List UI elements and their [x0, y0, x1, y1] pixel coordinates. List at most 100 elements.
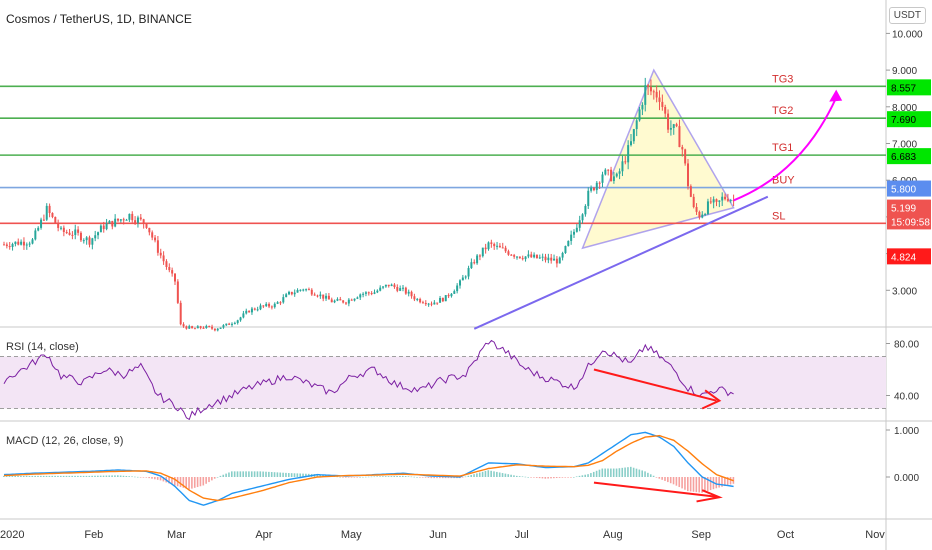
macd-histogram-bar [185, 477, 187, 489]
macd-histogram-bar [293, 473, 296, 477]
candle-body [191, 326, 194, 329]
candle-body [524, 256, 527, 260]
macd-histogram-bar [570, 477, 572, 478]
candle-body [396, 287, 399, 291]
macd-histogram-bar [481, 471, 484, 477]
candle-body [122, 219, 125, 221]
macd-tick-label: 1.000 [894, 426, 919, 437]
currency-button[interactable]: USDT [888, 7, 926, 24]
candle-body [139, 217, 142, 220]
macd-histogram-bar [649, 474, 652, 477]
candle-body [521, 258, 524, 260]
macd-histogram-bar [105, 475, 108, 477]
candle-body [612, 176, 615, 181]
macd-histogram-bar [598, 469, 601, 477]
candle-body [364, 292, 367, 294]
price-badge-tg1: 6.683 [891, 152, 916, 163]
candle-body [282, 297, 285, 303]
candle-body [262, 305, 265, 307]
macd-histogram-bar [179, 477, 182, 488]
price-tick-label: 9.000 [892, 66, 917, 77]
macd-histogram-bar [396, 475, 398, 477]
candle-body [65, 231, 68, 233]
candle-body [581, 214, 584, 221]
candle-body [427, 303, 430, 305]
macd-histogram-bar [635, 468, 638, 477]
macd-histogram-bar [581, 475, 584, 477]
candle-body [672, 124, 675, 129]
candle-body [610, 169, 613, 181]
macd-histogram-bar [382, 476, 384, 477]
macd-histogram-bar [8, 475, 11, 477]
candle-body [467, 268, 470, 277]
macd-histogram-bar [672, 477, 675, 485]
macd-histogram-bar [239, 471, 242, 477]
macd-histogram-bar [436, 477, 438, 479]
projection-arrow-head [829, 89, 843, 102]
candle-body [325, 295, 328, 299]
candle-body [299, 289, 302, 291]
candle-body [322, 294, 325, 299]
candle-body [689, 186, 692, 197]
macd-histogram-bar [282, 472, 284, 477]
macd-histogram-bar [182, 477, 185, 488]
candle-body [732, 200, 735, 202]
candle-body [279, 302, 282, 304]
candle-body [245, 310, 248, 314]
time-axis-label: Apr [255, 529, 272, 541]
candle-body [402, 287, 404, 289]
candle-body [464, 276, 467, 278]
macd-histogram-bar [65, 475, 68, 477]
macd-histogram-bar [675, 477, 678, 486]
level-label-sl: SL [772, 210, 785, 222]
macd-histogram-bar [131, 476, 133, 478]
macd-histogram-bar [231, 471, 233, 477]
candle-body [34, 230, 37, 240]
macd-histogram-bar [678, 477, 681, 488]
candle-body [40, 219, 43, 228]
countdown-badge: 15:09:58 [891, 217, 930, 228]
macd-histogram-bar [367, 476, 370, 478]
candle-body [216, 328, 219, 331]
candle-body [516, 256, 518, 258]
candle-body [433, 302, 436, 305]
candle-body [62, 227, 65, 232]
candle-body [259, 305, 262, 310]
macd-histogram-bar [364, 476, 367, 478]
macd-histogram-bar [171, 477, 173, 485]
candle-body [88, 237, 91, 245]
macd-histogram-bar [359, 477, 361, 478]
candle-body [362, 293, 365, 295]
candle-body [285, 294, 288, 298]
macd-histogram-bar [473, 474, 475, 477]
candle-body [721, 196, 724, 201]
macd-histogram-bar [607, 468, 609, 477]
candle-body [176, 281, 179, 303]
macd-histogram-bar [233, 471, 236, 477]
macd-histogram-bar [262, 471, 264, 477]
candle-body [345, 302, 347, 304]
candle-body [664, 106, 667, 114]
candle-body [48, 205, 51, 214]
level-label-tg3: TG3 [772, 73, 793, 85]
candle-body [205, 325, 208, 328]
candle-body [706, 201, 709, 215]
macd-histogram-bar [407, 476, 410, 477]
candle-body [293, 292, 296, 295]
macd-histogram-bar [715, 477, 718, 489]
candle-body [290, 291, 293, 295]
candle-body [627, 145, 630, 163]
candle-body [37, 227, 40, 231]
candle-body [202, 327, 205, 329]
signal-line [3, 434, 734, 502]
candle-body [302, 289, 305, 291]
candle-body [621, 161, 624, 172]
macd-histogram-bar [567, 477, 569, 478]
candle-body [587, 190, 590, 206]
macd-histogram-bar [22, 475, 25, 477]
macd-histogram-bar [416, 477, 418, 478]
candle-body [159, 252, 162, 256]
candle-body [632, 129, 635, 142]
candle-body [530, 254, 533, 258]
